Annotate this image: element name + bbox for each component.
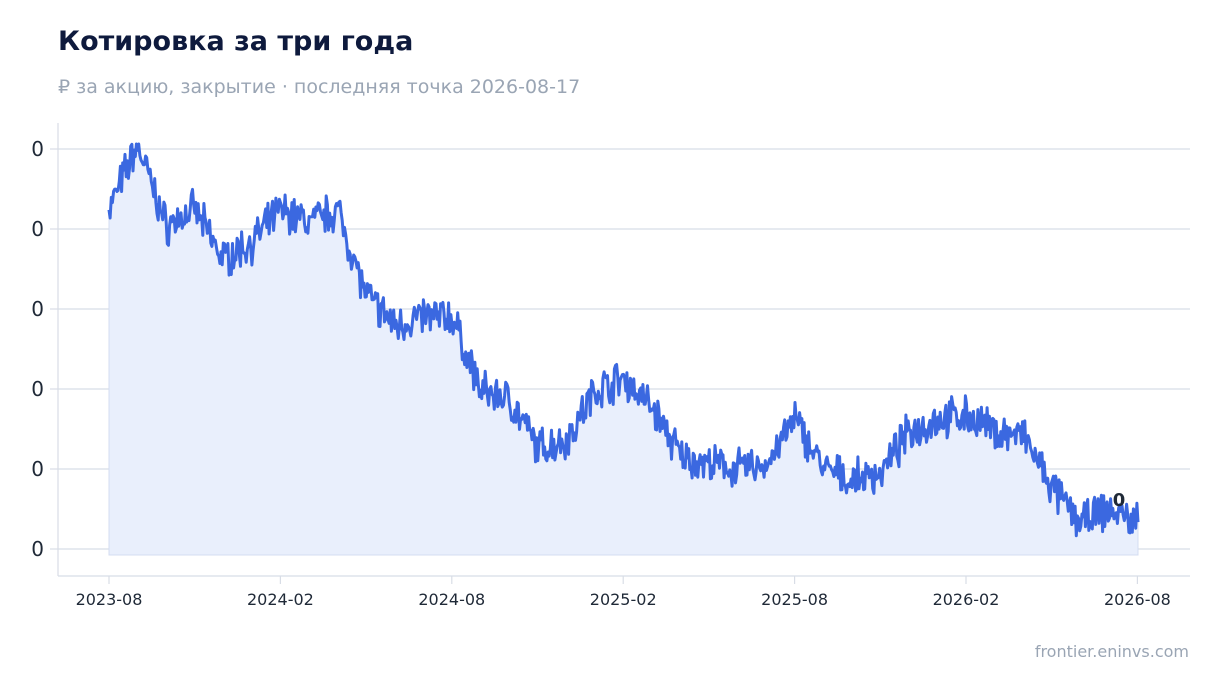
x-tick-label: 2025-08 (761, 590, 828, 609)
chart-subtitle: ₽ за акцию, закрытие · последняя точка 2… (58, 76, 581, 98)
y-tick-label: 0 (31, 537, 44, 561)
y-tick-label: 0 (31, 217, 44, 241)
x-tick-label: 2024-02 (247, 590, 314, 609)
y-tick-label: 0 (31, 377, 44, 401)
chart-title: Котировка за три года (58, 26, 414, 57)
axes (57, 123, 1190, 577)
x-tick-label: 2026-02 (933, 590, 1000, 609)
price-area-fill (108, 142, 1139, 556)
x-tick-label: 2024-08 (418, 590, 485, 609)
source-credit: frontier.eninvs.com (1034, 642, 1189, 661)
x-tick-label: 2026-08 (1104, 590, 1171, 609)
x-tick-labels: 2023-08 2024-02 2024-08 2025-02 2025-08 2026-… (76, 576, 1171, 609)
y-tick-labels: 0 0 0 0 0 0 (31, 137, 58, 561)
x-tick-label: 2025-02 (590, 590, 657, 609)
x-tick-label: 2023-08 (76, 590, 143, 609)
y-tick-label: 0 (31, 137, 44, 161)
price-series-line (107, 142, 1140, 538)
y-tick-label: 0 (31, 297, 44, 321)
last-point-label: 0 (1113, 490, 1126, 511)
y-tick-label: 0 (31, 457, 44, 481)
